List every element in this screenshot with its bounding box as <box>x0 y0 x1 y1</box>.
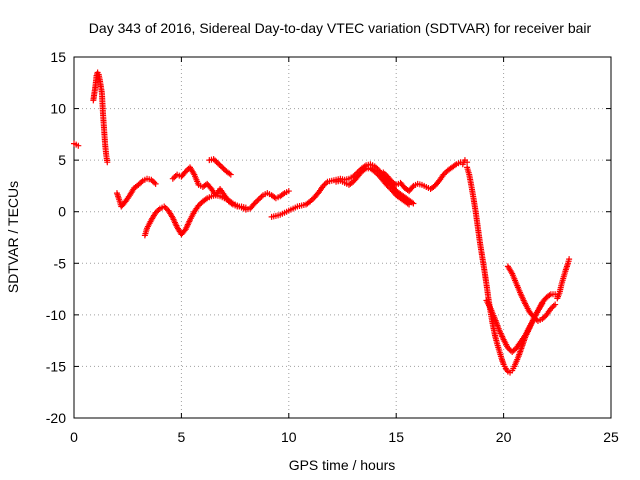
data-point <box>539 300 546 307</box>
data-point <box>552 301 559 308</box>
x-tick-label: 25 <box>603 429 619 445</box>
data-point <box>104 159 111 166</box>
data-point <box>151 179 158 186</box>
data-point <box>169 175 176 182</box>
data-point <box>257 194 264 201</box>
axis-ticks: 0 5 10 15 20 25 15 10 5 0 -5 -10 -15 -20 <box>46 49 619 445</box>
x-tick-label: 15 <box>388 429 404 445</box>
data-point <box>162 204 169 211</box>
data-point <box>212 157 219 164</box>
y-tick-label: 5 <box>58 152 66 168</box>
data-point <box>242 204 249 211</box>
chart-title: Day 343 of 2016, Sidereal Day-to-day VTE… <box>89 20 592 36</box>
data-point <box>510 347 517 354</box>
y-tick-label: 10 <box>50 101 66 117</box>
data-point <box>464 159 471 166</box>
data-points <box>71 69 573 376</box>
data-point <box>550 302 557 309</box>
data-point <box>409 184 416 191</box>
x-tick-label: 0 <box>70 429 78 445</box>
y-axis-label: SDTVAR / TECUs <box>5 181 21 293</box>
plot-frame <box>73 56 612 419</box>
y-tick-label: -15 <box>46 358 66 374</box>
y-tick-label: 15 <box>50 49 66 65</box>
x-tick-label: 20 <box>496 429 512 445</box>
data-point <box>406 201 413 208</box>
y-tick-label: -5 <box>54 255 67 271</box>
data-point <box>255 196 262 203</box>
y-tick-label: -20 <box>46 410 66 426</box>
data-point <box>152 180 159 187</box>
data-point <box>410 200 417 207</box>
data-point <box>254 197 261 204</box>
data-point <box>227 171 234 178</box>
y-tick-label: -10 <box>46 307 66 323</box>
grid <box>74 57 611 418</box>
data-point <box>509 348 516 355</box>
data-point <box>219 164 226 171</box>
data-point <box>214 160 221 167</box>
x-tick-label: 10 <box>281 429 297 445</box>
y-tick-label: 0 <box>58 204 66 220</box>
data-point <box>566 256 573 263</box>
x-axis-label: GPS time / hours <box>289 457 396 473</box>
data-point <box>285 188 292 195</box>
data-point <box>217 162 224 169</box>
x-tick-label: 5 <box>178 429 186 445</box>
data-point <box>220 165 227 172</box>
data-point <box>75 142 82 149</box>
data-point <box>216 161 223 168</box>
